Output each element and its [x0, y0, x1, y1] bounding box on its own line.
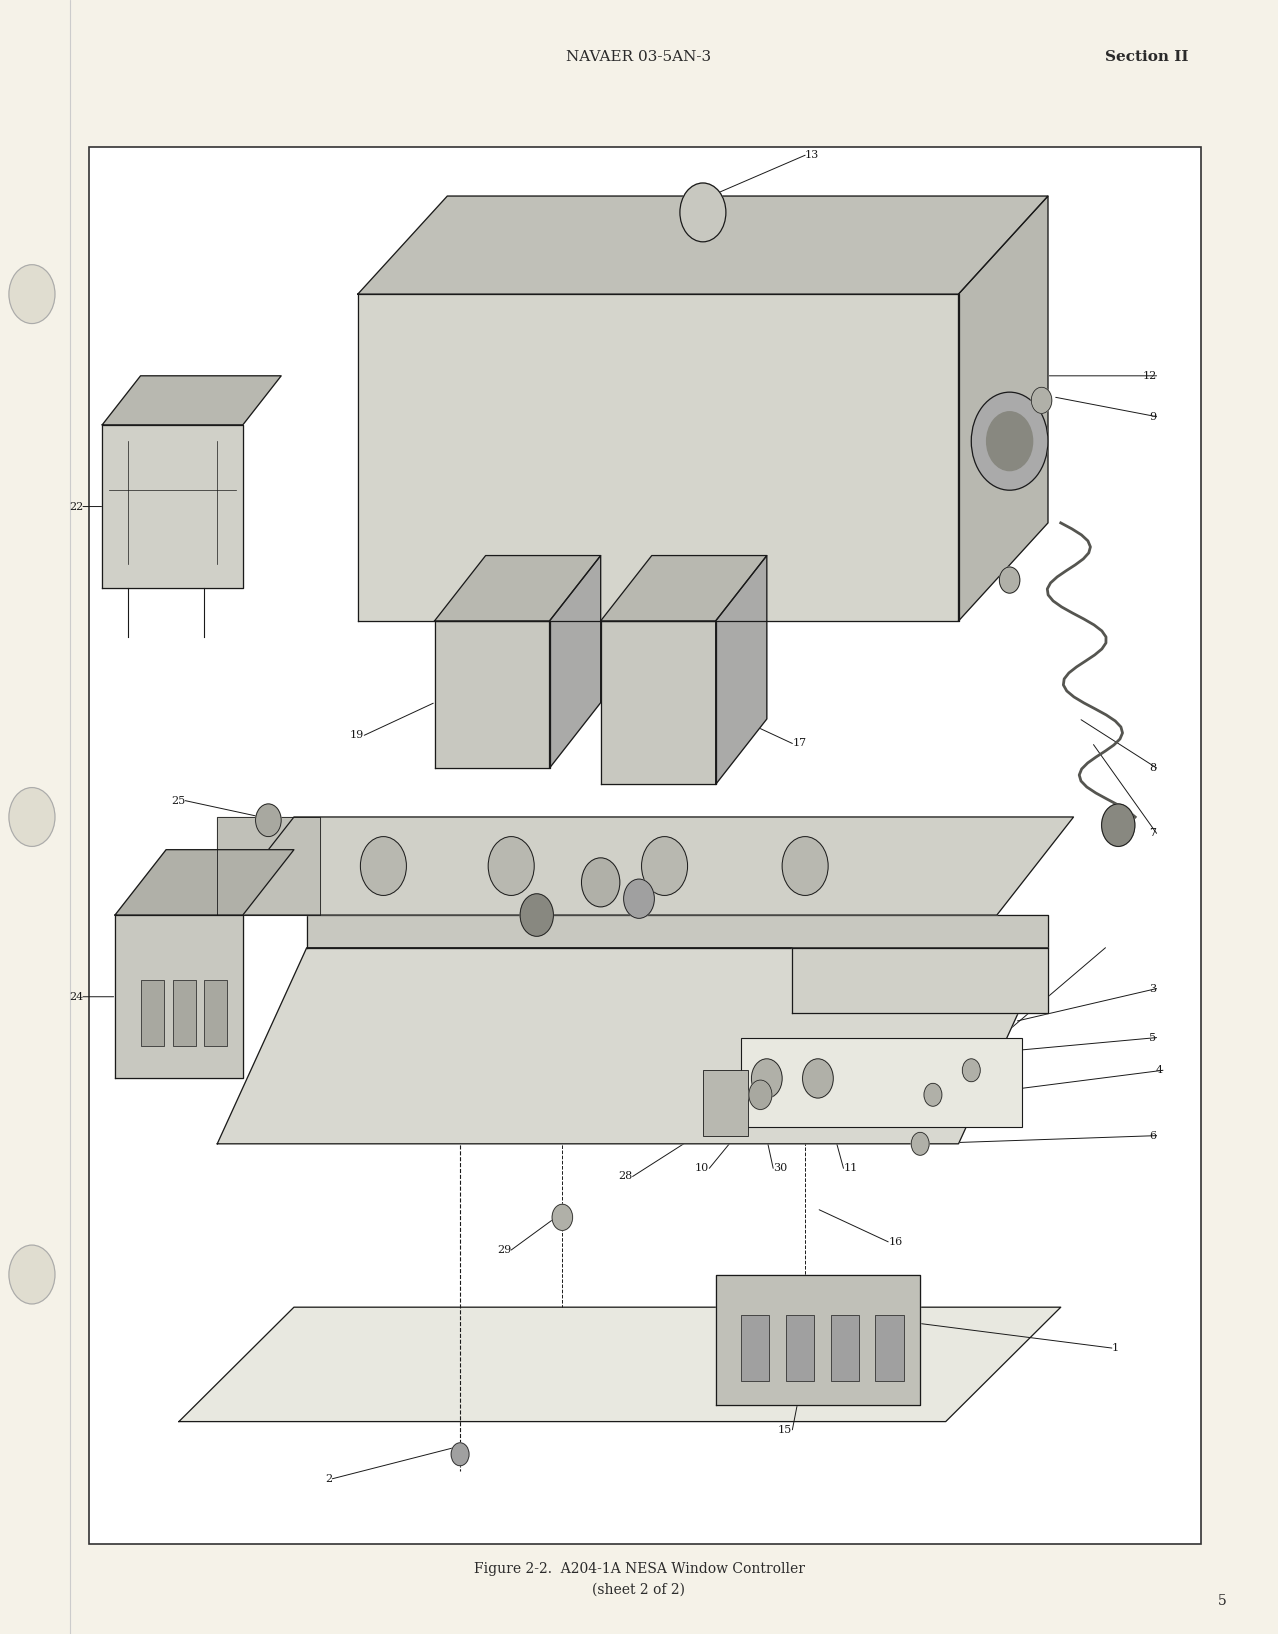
Text: 21: 21: [165, 461, 179, 471]
Text: 28: 28: [619, 1172, 633, 1181]
Text: 7: 7: [1150, 828, 1157, 838]
Text: 10: 10: [695, 1163, 709, 1173]
Circle shape: [256, 804, 281, 837]
Text: 30: 30: [773, 1163, 787, 1173]
Text: NAVAER 03-5AN-3: NAVAER 03-5AN-3: [566, 51, 712, 64]
Text: 12: 12: [1143, 371, 1157, 381]
Polygon shape: [217, 817, 1074, 915]
Polygon shape: [716, 556, 767, 784]
Text: 23: 23: [465, 967, 479, 977]
Text: 15: 15: [778, 1425, 792, 1435]
Bar: [204, 980, 227, 1046]
Text: 4: 4: [1155, 1065, 1163, 1075]
Text: 24: 24: [69, 992, 83, 1002]
Circle shape: [9, 265, 55, 324]
Polygon shape: [102, 376, 281, 425]
Text: 9: 9: [1149, 412, 1157, 422]
Polygon shape: [217, 948, 1048, 1144]
Bar: [786, 1315, 814, 1381]
Text: 22: 22: [69, 502, 83, 511]
Circle shape: [680, 183, 726, 242]
Bar: [89, 147, 1201, 1544]
Circle shape: [911, 1132, 929, 1155]
Text: 18: 18: [472, 918, 486, 928]
Text: Figure 2-2.  A204-1A NESA Window Controller: Figure 2-2. A204-1A NESA Window Controll…: [474, 1562, 804, 1575]
Bar: [141, 980, 164, 1046]
Polygon shape: [179, 1307, 1061, 1422]
Text: 13: 13: [805, 150, 819, 160]
Circle shape: [971, 392, 1048, 490]
Circle shape: [751, 1059, 782, 1098]
Text: (sheet 2 of 2): (sheet 2 of 2): [593, 1583, 685, 1596]
Polygon shape: [307, 915, 1048, 948]
Circle shape: [803, 1059, 833, 1098]
Circle shape: [1102, 804, 1135, 846]
Bar: [831, 1315, 859, 1381]
Circle shape: [552, 1204, 573, 1230]
Text: 3: 3: [1149, 984, 1157, 993]
Circle shape: [9, 1245, 55, 1304]
Polygon shape: [115, 850, 294, 915]
Polygon shape: [716, 1275, 920, 1405]
Text: 5: 5: [1218, 1595, 1227, 1608]
Circle shape: [581, 858, 620, 907]
Circle shape: [642, 837, 688, 895]
Polygon shape: [601, 621, 716, 784]
Text: 6: 6: [1149, 1131, 1157, 1141]
Circle shape: [999, 567, 1020, 593]
Circle shape: [360, 837, 406, 895]
Text: 25: 25: [171, 796, 185, 806]
Polygon shape: [792, 948, 1048, 1013]
Text: 8: 8: [1149, 763, 1157, 773]
Bar: [173, 980, 196, 1046]
Circle shape: [987, 412, 1033, 471]
Circle shape: [1031, 387, 1052, 413]
Polygon shape: [115, 915, 243, 1078]
Polygon shape: [958, 196, 1048, 621]
Text: 1: 1: [1112, 1343, 1120, 1353]
Text: 20: 20: [165, 869, 179, 879]
Polygon shape: [601, 556, 767, 621]
Text: 26: 26: [939, 935, 953, 944]
Text: REMOVE TO ADJUST TEMP: REMOVE TO ADJUST TEMP: [837, 1080, 927, 1085]
Text: 11: 11: [843, 1163, 858, 1173]
Bar: [875, 1315, 904, 1381]
Text: 5: 5: [1149, 1033, 1157, 1042]
Text: 14: 14: [869, 1376, 883, 1386]
Polygon shape: [435, 556, 601, 621]
Circle shape: [488, 837, 534, 895]
Bar: [741, 1315, 769, 1381]
Text: 16: 16: [888, 1237, 902, 1247]
Polygon shape: [358, 294, 958, 621]
Polygon shape: [102, 425, 243, 588]
Circle shape: [924, 1083, 942, 1106]
Circle shape: [962, 1059, 980, 1082]
Polygon shape: [358, 196, 1048, 294]
Circle shape: [520, 894, 553, 936]
Bar: [703, 1070, 748, 1136]
Circle shape: [782, 837, 828, 895]
Text: 19: 19: [350, 730, 364, 740]
Text: 27: 27: [567, 951, 581, 961]
Polygon shape: [550, 556, 601, 768]
Circle shape: [749, 1080, 772, 1109]
Text: Section II: Section II: [1105, 51, 1189, 64]
Text: 17: 17: [792, 739, 806, 748]
Text: 29: 29: [497, 1245, 511, 1255]
Circle shape: [624, 879, 654, 918]
Circle shape: [451, 1443, 469, 1466]
Polygon shape: [217, 817, 320, 915]
Text: 2: 2: [325, 1474, 332, 1484]
Polygon shape: [435, 621, 550, 768]
Bar: [741, 1038, 1022, 1127]
Circle shape: [9, 788, 55, 846]
